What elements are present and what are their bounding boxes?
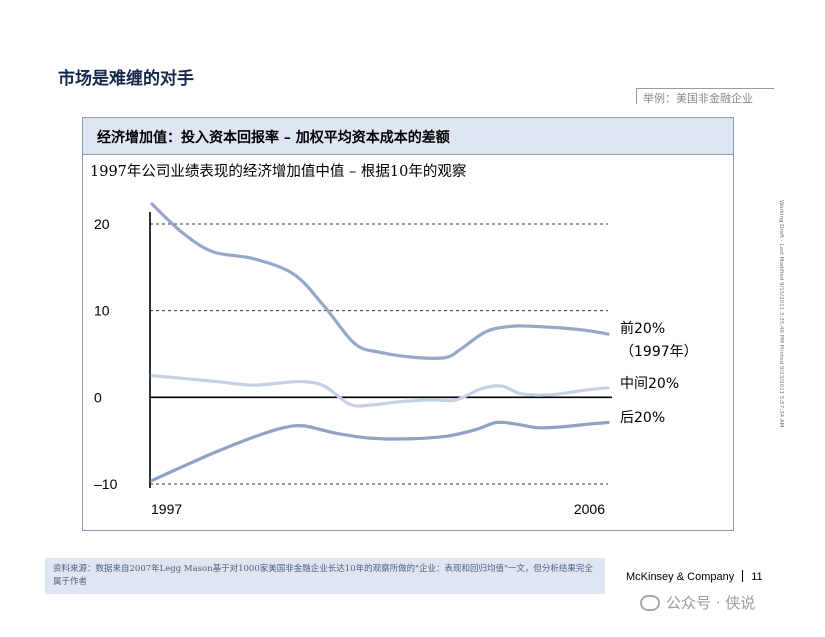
chart-panel: 经济增加值：投入资本回报率 – 加权平均资本成本的差额 xyxy=(82,117,734,531)
series-line xyxy=(150,374,610,408)
series-label: 前20% xyxy=(620,320,665,337)
footer-divider xyxy=(742,570,744,582)
y-tick-label: 10 xyxy=(94,303,110,319)
series-line xyxy=(150,420,610,483)
y-tick-label: –10 xyxy=(94,476,118,492)
series-line xyxy=(150,202,610,360)
example-tag: 举例：美国非金融企业 xyxy=(636,88,774,105)
y-tick-label: 0 xyxy=(94,389,102,405)
x-tick-label: 2006 xyxy=(574,501,605,517)
series-label: （1997年） xyxy=(620,344,698,360)
panel-header-text: 经济增加值：投入资本回报率 – 加权平均资本成本的差额 xyxy=(97,130,450,146)
series-label: 中间20% xyxy=(620,376,679,392)
series-label: 后20% xyxy=(620,410,665,426)
y-tick-label: 20 xyxy=(94,216,110,232)
wechat-icon xyxy=(640,595,660,611)
page-number: 11 xyxy=(751,571,763,583)
company-footer: McKinsey & Company 11 xyxy=(626,570,763,583)
side-note: Working Draft - Last Modified 9/15/2011 … xyxy=(778,200,784,428)
page-title: 市场是难缠的对手 xyxy=(58,69,194,89)
source-note-box: 资料来源：数据来自2007年Legg Mason基于对1000家美国非金融企业长… xyxy=(45,558,605,594)
watermark-text: 公众号 · 侠说 xyxy=(666,594,756,612)
company-name: McKinsey & Company xyxy=(626,571,735,583)
panel-header: 经济增加值：投入资本回报率 – 加权平均资本成本的差额 xyxy=(83,118,733,155)
x-tick-label: 1997 xyxy=(151,501,182,517)
watermark: 公众号 · 侠说 xyxy=(640,592,755,613)
source-note: 资料来源：数据来自2007年Legg Mason基于对1000家美国非金融企业长… xyxy=(53,564,593,587)
chart-subtitle: 1997年公司业绩表现的经济增加值中值 – 根据10年的观察 xyxy=(90,164,467,180)
